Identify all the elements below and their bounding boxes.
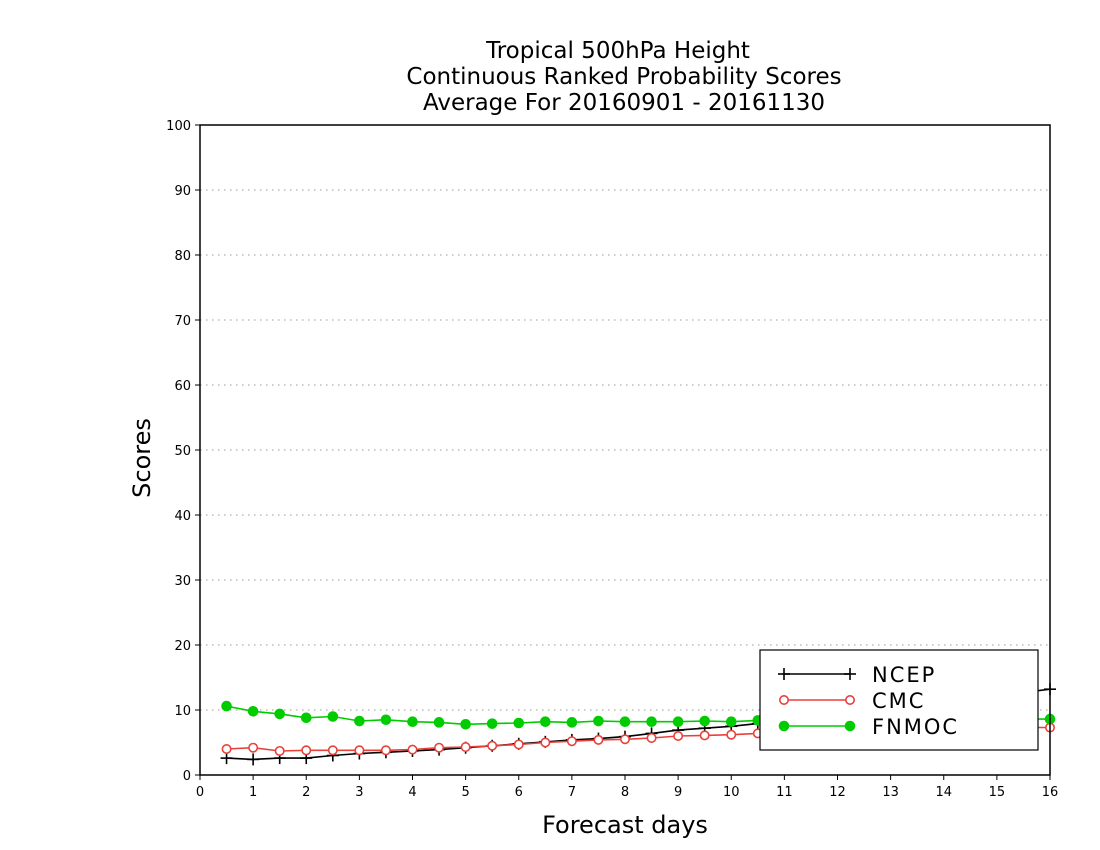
y-tick-label: 0 — [183, 769, 191, 784]
x-tick-label: 12 — [829, 785, 846, 800]
point-marker — [327, 711, 339, 722]
x-tick-label: 11 — [776, 785, 793, 800]
x-tick-label: 1 — [249, 785, 257, 800]
point-marker — [540, 737, 551, 748]
x-tick-label: 3 — [355, 785, 363, 800]
point-marker — [844, 694, 855, 705]
point-marker — [274, 745, 285, 756]
point-marker — [673, 730, 684, 741]
y-tick-label: 50 — [174, 444, 191, 459]
legend-item-fnmoc: FNMOC — [778, 715, 959, 739]
x-tick-label: 4 — [408, 785, 416, 800]
point-marker — [593, 715, 604, 727]
point-marker — [566, 736, 577, 747]
point-marker — [434, 742, 445, 753]
point-marker — [486, 718, 498, 729]
legend-item-cmc: CMC — [778, 689, 925, 713]
point-marker — [844, 720, 856, 732]
point-marker — [433, 717, 445, 728]
x-tick-label: 10 — [723, 785, 740, 800]
point-marker — [460, 742, 471, 753]
point-marker — [248, 742, 259, 753]
point-marker — [778, 694, 789, 705]
point-marker — [300, 712, 312, 724]
point-marker — [778, 668, 790, 680]
x-tick-label: 9 — [674, 785, 682, 800]
x-tick-label: 16 — [1042, 785, 1059, 800]
x-tick-label: 5 — [461, 785, 469, 800]
legend-item-ncep: NCEP — [778, 663, 936, 687]
legend-label: CMC — [872, 689, 925, 713]
x-tick-label: 14 — [935, 785, 952, 800]
point-marker — [354, 715, 365, 727]
point-marker — [407, 744, 418, 755]
point-marker — [460, 719, 471, 730]
x-tick-label: 13 — [882, 785, 899, 800]
point-marker — [566, 717, 578, 728]
x-tick-label: 7 — [568, 785, 576, 800]
point-marker — [380, 745, 391, 756]
point-marker — [380, 714, 392, 726]
point-marker — [725, 716, 737, 728]
y-tick-label: 20 — [174, 639, 191, 654]
y-tick-label: 40 — [174, 509, 191, 524]
x-tick-label: 6 — [515, 785, 523, 800]
point-marker — [672, 716, 684, 728]
point-marker — [540, 716, 551, 728]
x-tick-label: 8 — [621, 785, 629, 800]
x-tick-label: 2 — [302, 785, 310, 800]
point-marker — [619, 716, 631, 728]
y-tick-label: 30 — [174, 574, 191, 589]
point-marker — [844, 668, 856, 680]
y-axis-label: Scores — [128, 418, 156, 498]
title-line-3: Average For 20160901 - 20161130 — [423, 90, 825, 116]
point-marker — [220, 752, 233, 765]
point-marker — [513, 739, 524, 750]
point-marker — [778, 720, 790, 732]
point-marker — [487, 740, 498, 751]
point-marker — [354, 745, 365, 756]
point-marker — [699, 730, 710, 741]
y-tick-label: 100 — [166, 119, 191, 134]
legend-label: FNMOC — [872, 715, 959, 739]
chart-title: Tropical 500hPa Height Continuous Ranked… — [406, 38, 841, 116]
x-tick-label: 0 — [196, 785, 204, 800]
point-marker — [221, 743, 232, 754]
point-marker — [221, 700, 232, 712]
x-tick-label: 15 — [989, 785, 1006, 800]
point-marker — [646, 716, 657, 728]
y-tick-label: 80 — [174, 249, 191, 264]
title-line-1: Tropical 500hPa Height — [485, 38, 750, 64]
point-marker — [407, 716, 418, 728]
grid — [200, 189, 1050, 711]
point-marker — [726, 729, 737, 740]
point-marker — [646, 732, 657, 743]
y-tick-label: 70 — [174, 314, 191, 329]
x-axis-label: Forecast days — [542, 811, 708, 839]
legend-label: NCEP — [872, 663, 936, 687]
point-marker — [619, 734, 630, 745]
y-tick-label: 10 — [174, 704, 191, 719]
point-marker — [327, 745, 338, 756]
y-tick-label: 60 — [174, 379, 191, 394]
point-marker — [301, 745, 312, 756]
title-line-2: Continuous Ranked Probability Scores — [406, 64, 841, 90]
y-tick-label: 90 — [174, 184, 191, 199]
point-marker — [699, 715, 710, 727]
point-marker — [513, 717, 525, 729]
point-marker — [593, 734, 604, 745]
point-marker — [247, 753, 260, 766]
point-marker — [247, 706, 259, 717]
point-marker — [274, 708, 285, 720]
